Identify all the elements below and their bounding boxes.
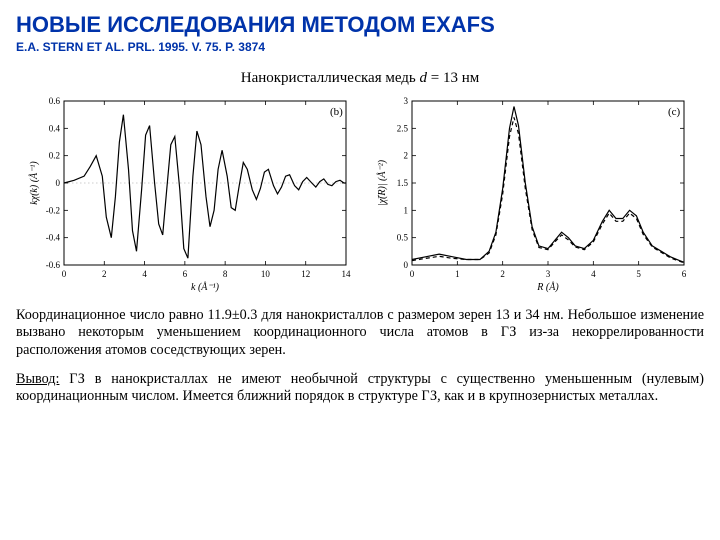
svg-text:kχ(k) (Å⁻¹): kχ(k) (Å⁻¹): [28, 161, 40, 205]
paragraph-coordination: Координационное число равно 11.9±0.3 для…: [16, 307, 704, 359]
svg-text:(b): (b): [330, 106, 343, 118]
svg-text:4: 4: [591, 269, 596, 279]
chart-left: 0 2 4 6 8 10 12 14 -0.6 -0.4 -0.2 0 0.2 0.4 0.6 k (Å⁻¹)…: [26, 93, 356, 293]
svg-text:5: 5: [636, 269, 641, 279]
page-title: НОВЫЕ ИССЛЕДОВАНИЯ МЕТОДОМ EXAFS: [16, 12, 704, 38]
svg-text:0: 0: [404, 260, 409, 270]
svg-text:1: 1: [455, 269, 460, 279]
svg-text:(c): (c): [668, 106, 681, 118]
conclusion-body: ГЗ в нанокристаллах не имеют необычной с…: [16, 371, 704, 404]
svg-text:0.4: 0.4: [49, 123, 61, 133]
svg-text:0: 0: [62, 269, 67, 279]
svg-text:2.5: 2.5: [397, 123, 409, 133]
svg-text:0.6: 0.6: [49, 96, 61, 106]
conclusion-lead: Вывод:: [16, 371, 59, 387]
svg-text:12: 12: [301, 269, 310, 279]
svg-text:6: 6: [682, 269, 687, 279]
subtitle-prefix: Нанокристаллическая медь: [241, 70, 420, 86]
subtitle-suffix: = 13 нм: [427, 70, 479, 86]
svg-text:1: 1: [404, 205, 409, 215]
svg-text:2: 2: [102, 269, 107, 279]
paragraph-conclusion: Вывод: ГЗ в нанокристаллах не имеют необ…: [16, 371, 704, 406]
svg-text:1.5: 1.5: [397, 178, 409, 188]
svg-text:2: 2: [500, 269, 505, 279]
svg-text:-0.6: -0.6: [46, 260, 61, 270]
chart-right: 0 1 2 3 4 5 6 0 0.5 1 1.5 2 2.5 3 R (Å) |χ̃(R)| (Å⁻²) (c…: [374, 93, 694, 293]
svg-text:10: 10: [261, 269, 271, 279]
svg-text:4: 4: [142, 269, 147, 279]
svg-text:k (Å⁻¹): k (Å⁻¹): [191, 281, 220, 293]
svg-text:-0.2: -0.2: [46, 205, 60, 215]
svg-text:6: 6: [183, 269, 188, 279]
svg-text:0.5: 0.5: [397, 233, 409, 243]
svg-text:2: 2: [404, 151, 409, 161]
subtitle: Нанокристаллическая медь d = 13 нм: [16, 70, 704, 87]
citation-line: E.A. STERN ET AL. PRL. 1995. V. 75. P. 3…: [16, 40, 704, 54]
svg-text:|χ̃(R)| (Å⁻²): |χ̃(R)| (Å⁻²): [376, 159, 388, 206]
svg-text:0: 0: [410, 269, 415, 279]
svg-text:3: 3: [546, 269, 551, 279]
svg-text:-0.4: -0.4: [46, 233, 61, 243]
subtitle-variable: d: [420, 70, 428, 86]
svg-text:14: 14: [342, 269, 352, 279]
charts-row: 02468101214-0.6-0.4-0.200.20.40.6k (Å⁻¹)…: [26, 93, 694, 293]
svg-text:R (Å): R (Å): [536, 281, 559, 293]
svg-text:0: 0: [56, 178, 61, 188]
svg-text:8: 8: [223, 269, 228, 279]
svg-text:0.2: 0.2: [49, 151, 60, 161]
svg-text:3: 3: [404, 96, 409, 106]
